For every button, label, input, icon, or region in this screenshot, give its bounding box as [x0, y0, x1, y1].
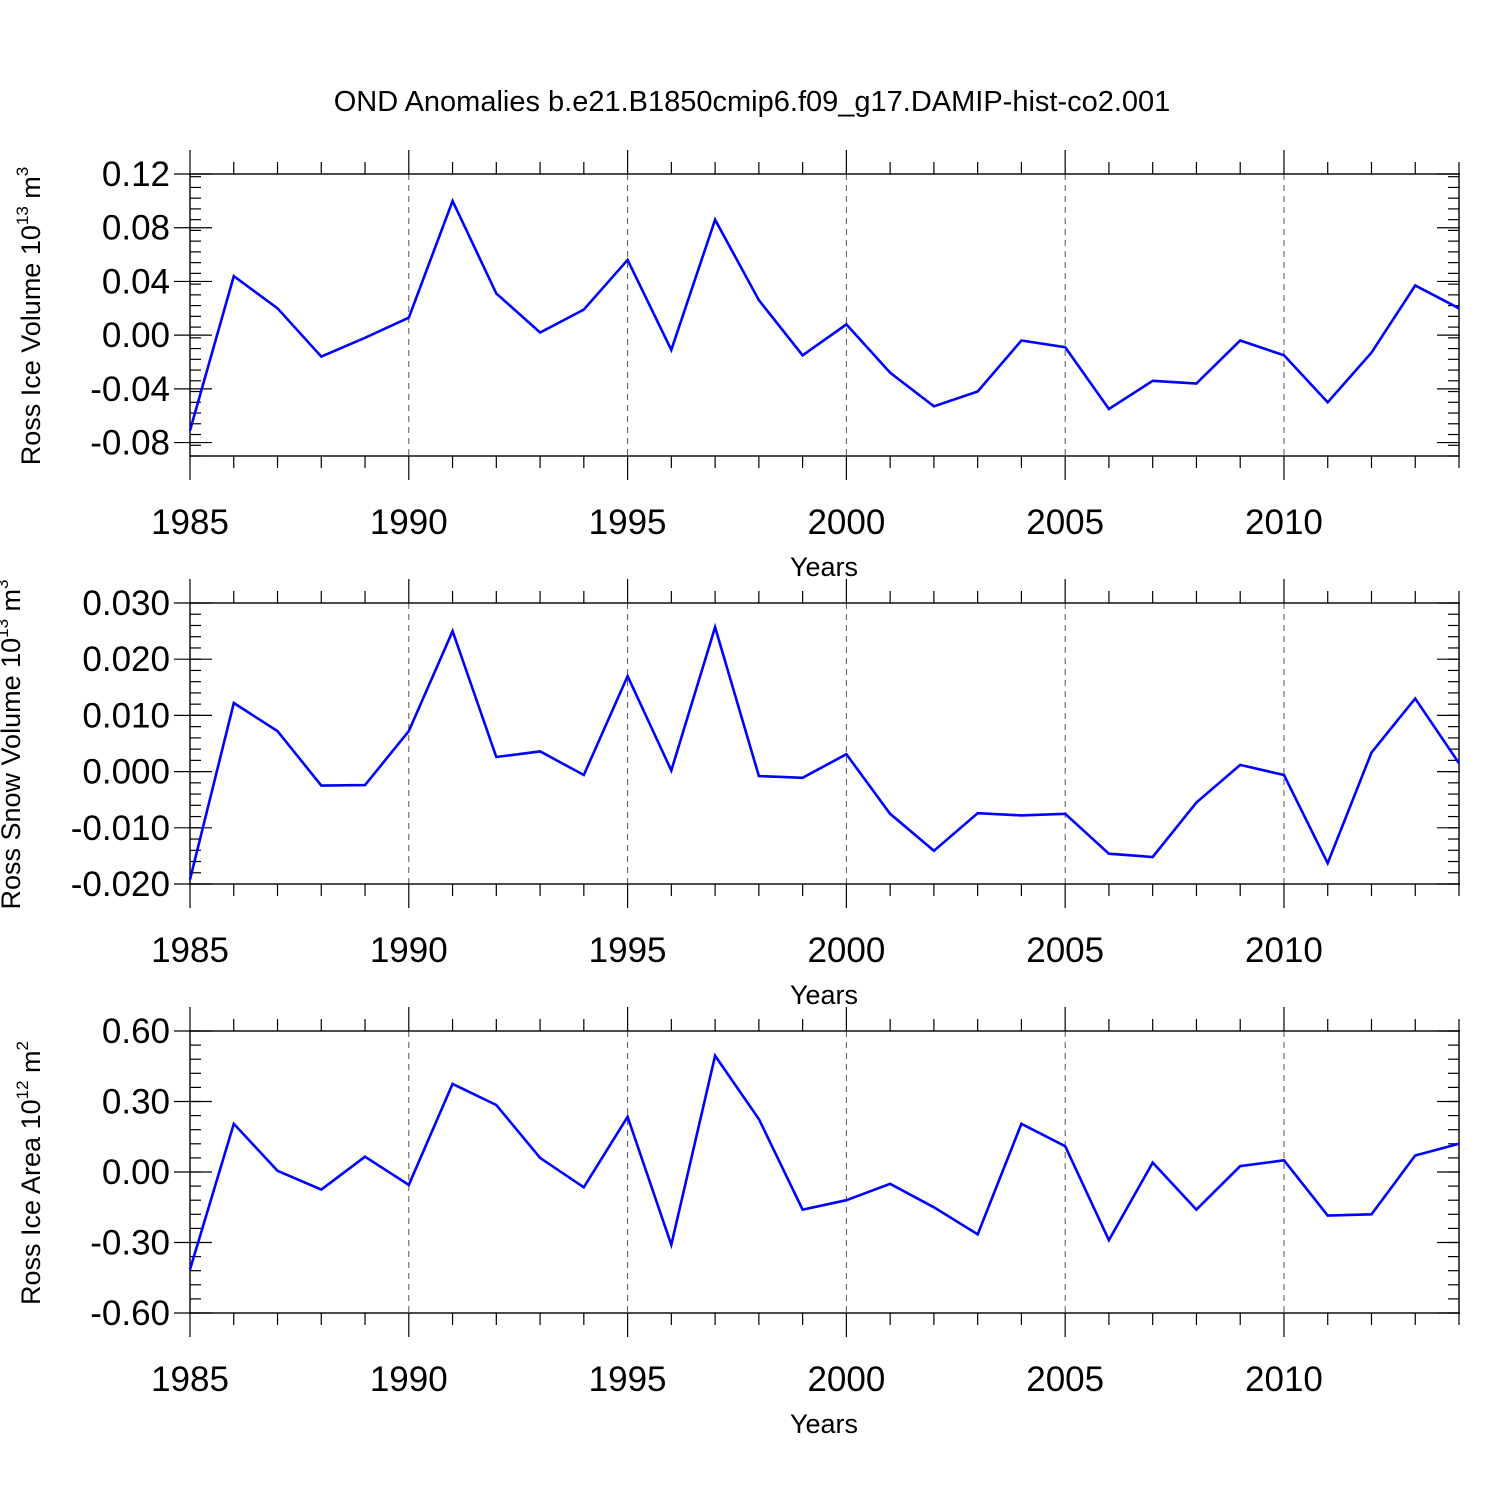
y-axis-label: Ross Ice Volume 1013 m3 — [13, 167, 46, 466]
y-tick-label: -0.020 — [71, 865, 170, 904]
series-line — [188, 197, 1460, 431]
y-axis-label-unit: m — [16, 1050, 46, 1080]
y-tick-label: -0.60 — [90, 1294, 170, 1333]
y-tick-label: 0.12 — [102, 155, 170, 194]
y-tick-label: 0.30 — [102, 1083, 170, 1122]
y-tick-label: 0.60 — [102, 1012, 170, 1051]
x-tick-label: 1985 — [151, 503, 229, 542]
y-tick-label: 0.00 — [102, 1153, 170, 1192]
y-axis-label-unit-exponent: 3 — [0, 579, 12, 588]
y-tick-label: 0.020 — [82, 640, 170, 679]
y-axis-label-text: Ross Ice Volume 10 — [16, 225, 46, 465]
y-tick-label: 0.000 — [82, 753, 170, 792]
y-axis-label: Ross Snow Volume 1013 m3 — [0, 579, 26, 909]
y-axis-label-unit: m — [16, 176, 46, 206]
y-tick-label: -0.08 — [90, 424, 170, 463]
x-tick-label: 1995 — [589, 931, 667, 970]
y-tick-label: 0.030 — [82, 584, 170, 623]
x-axis-label: Years — [790, 552, 858, 582]
y-axis-label-unit-exponent: 2 — [13, 1041, 32, 1050]
y-axis-label: Ross Ice Area 1012 m2 — [13, 1041, 46, 1305]
y-axis-label-text: Ross Snow Volume 10 — [0, 638, 26, 910]
x-tick-label: 2005 — [1026, 931, 1104, 970]
plot-frame — [189, 173, 1460, 457]
x-tick-label: 1995 — [589, 1360, 667, 1399]
y-axis-label-text: Ross Ice Area 10 — [16, 1099, 46, 1305]
y-axis-label-unit-exponent: 3 — [13, 167, 32, 176]
x-tick-label: 2010 — [1245, 931, 1323, 970]
x-tick-label: 1990 — [370, 931, 448, 970]
y-tick-label: 0.010 — [82, 696, 170, 735]
x-tick-label: 1995 — [589, 503, 667, 542]
y-tick-label: 0.00 — [102, 316, 170, 355]
panel-ice-area: -0.60 -0.30 0.00 0.30 0.60 1985 1990 1995 2000 20… — [13, 1007, 1460, 1439]
x-tick-label: 2000 — [807, 1360, 885, 1399]
y-tick-label: 0.08 — [102, 209, 170, 248]
x-tick-label: 1985 — [151, 1360, 229, 1399]
series-line — [188, 1052, 1460, 1270]
y-axis-label-unit: m — [0, 589, 26, 619]
series-line — [188, 622, 1461, 880]
plot-frame — [189, 602, 1460, 885]
y-axis-label-exponent: 12 — [13, 1080, 32, 1099]
y-tick-label: -0.30 — [90, 1224, 170, 1263]
x-tick-label: 1985 — [151, 931, 229, 970]
y-tick-label: -0.010 — [71, 809, 170, 848]
x-tick-label: 2005 — [1026, 1360, 1104, 1399]
panel-snow-volume: -0.020 -0.010 0.000 0.010 0.020 0.030 1985 1990… — [0, 579, 1461, 1010]
y-axis-label-exponent: 13 — [13, 206, 32, 225]
panel-ice-volume: -0.08 -0.04 0.00 0.04 0.08 0.12 1985 1990 1995 20… — [13, 150, 1460, 582]
figure-title: OND Anomalies b.e21.B1850cmip6.f09_g17.D… — [334, 86, 1171, 118]
y-tick-label: 0.04 — [102, 262, 170, 301]
x-tick-label: 2005 — [1026, 503, 1104, 542]
x-tick-label: 2000 — [807, 931, 885, 970]
x-tick-label: 1990 — [370, 503, 448, 542]
y-tick-label: -0.04 — [90, 370, 170, 409]
x-tick-label: 1990 — [370, 1360, 448, 1399]
y-axis-label-exponent: 13 — [0, 619, 12, 638]
x-tick-label: 2000 — [807, 503, 885, 542]
x-axis-label: Years — [790, 1409, 858, 1439]
x-axis-label: Years — [790, 980, 858, 1010]
x-tick-label: 2010 — [1245, 503, 1323, 542]
x-tick-label: 2010 — [1245, 1360, 1323, 1399]
